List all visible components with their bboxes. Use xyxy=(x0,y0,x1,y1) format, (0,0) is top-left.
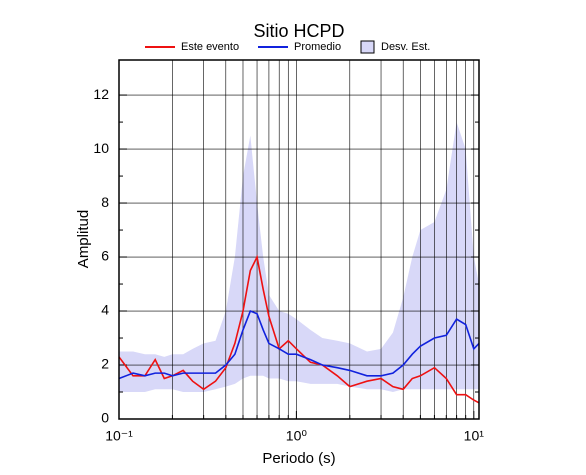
y-tick-label: 2 xyxy=(101,356,109,372)
legend-label: Este evento xyxy=(181,41,239,53)
y-tick-label: 10 xyxy=(93,140,109,156)
y-tick-label: 0 xyxy=(101,410,109,426)
series-line xyxy=(118,254,480,404)
legend-label: Promedio xyxy=(294,41,341,53)
y-tick-label: 6 xyxy=(101,248,109,264)
legend-swatch xyxy=(360,40,375,54)
y-axis-label: Amplitud xyxy=(75,210,92,268)
x-axis-label: Periodo (s) xyxy=(262,450,335,467)
y-tick-label: 12 xyxy=(93,86,109,102)
x-tick-label: 10⁻¹ xyxy=(105,428,133,444)
x-tick-label: 10⁰ xyxy=(286,428,308,444)
y-tick-label: 4 xyxy=(101,302,109,318)
x-tick-label: 10¹ xyxy=(464,428,485,444)
y-tick-label: 8 xyxy=(101,194,109,210)
plot-frame xyxy=(118,59,480,420)
legend-label: Desv. Est. xyxy=(381,41,430,53)
chart-title: Sitio HCPD xyxy=(253,21,344,41)
series-line xyxy=(118,309,480,380)
